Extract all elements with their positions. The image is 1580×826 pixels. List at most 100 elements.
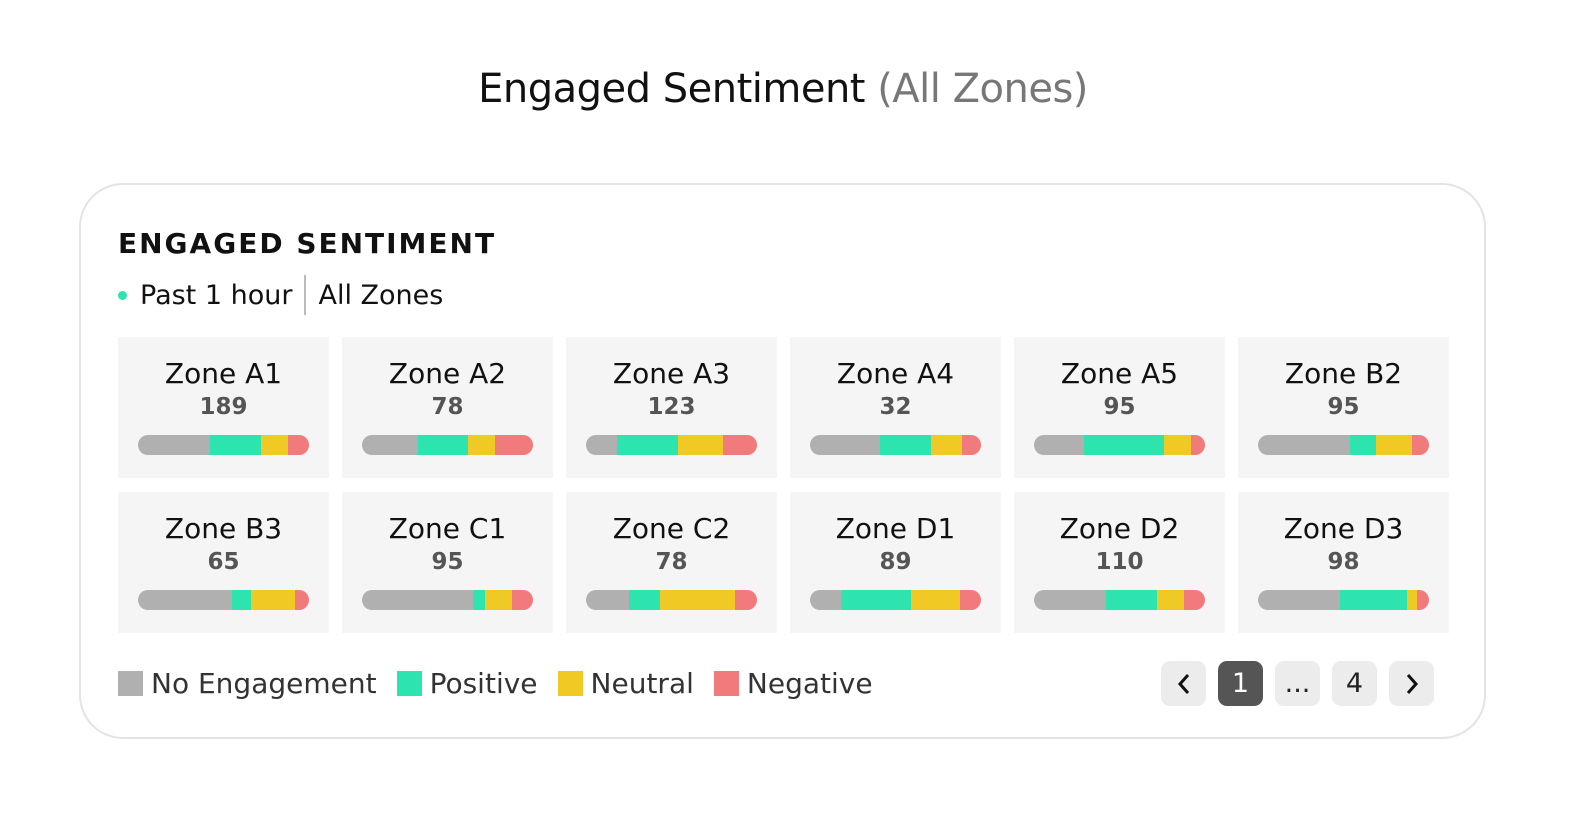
zone-count: 95: [1103, 394, 1136, 420]
zone-count: 78: [655, 549, 688, 575]
zone-name: Zone C1: [388, 512, 507, 545]
neutral-segment: [1375, 435, 1412, 455]
positive-segment: [1350, 435, 1376, 455]
next-page-button[interactable]: [1389, 661, 1434, 706]
zone-count: 110: [1095, 549, 1144, 575]
page-ellipsis: ...: [1275, 661, 1320, 706]
sentiment-bar: [1258, 435, 1429, 455]
legend-item-no-engagement: No Engagement: [118, 667, 377, 700]
zone-tile: Zone B3 65: [118, 492, 329, 633]
positive-segment: [628, 590, 660, 610]
prev-page-button[interactable]: [1161, 661, 1206, 706]
no-engagement-segment: [1258, 590, 1341, 610]
no-engagement-segment: [362, 590, 474, 610]
legend-item-positive: Positive: [396, 667, 538, 700]
title-subtitle: (All Zones): [877, 66, 1088, 112]
negative-segment: [288, 435, 309, 455]
zone-name: Zone A5: [1060, 357, 1179, 390]
positive-segment: [1083, 435, 1164, 455]
negative-segment: [1417, 590, 1429, 610]
no-engagement-segment: [138, 590, 233, 610]
negative-segment: [962, 435, 981, 455]
zone-name: Zone B3: [164, 512, 283, 545]
neutral-segment: [1157, 590, 1185, 610]
neutral-segment: [678, 435, 723, 455]
divider: [304, 275, 307, 315]
zone-name: Zone C2: [612, 512, 731, 545]
sentiment-bar: [138, 590, 309, 610]
zone-tile: Zone A2 78: [342, 337, 553, 478]
neutral-segment: [1163, 435, 1192, 455]
zone-count: 95: [431, 549, 464, 575]
positive-segment: [418, 435, 468, 455]
zone-tile: Zone A4 32: [790, 337, 1001, 478]
neutral-segment: [659, 590, 735, 610]
zone-count: 78: [431, 394, 464, 420]
no-engagement-segment: [810, 435, 881, 455]
neutral-segment: [250, 590, 296, 610]
zone-tile: Zone C2 78: [566, 492, 777, 633]
zone-tile: Zone C1 95: [342, 492, 553, 633]
sentiment-card: ENGAGED SENTIMENT Past 1 hour All Zones …: [79, 183, 1486, 739]
positive-segment: [1105, 590, 1158, 610]
no-engagement-segment: [586, 590, 629, 610]
positive-segment: [232, 590, 251, 610]
positive-segment: [880, 435, 932, 455]
zone-tile: Zone D2 110: [1014, 492, 1225, 633]
swatch-icon: [557, 671, 583, 696]
page-4-button[interactable]: 4: [1332, 661, 1377, 706]
legend-label: No Engagement: [151, 667, 377, 700]
no-engagement-segment: [1034, 435, 1084, 455]
zone-count: 89: [879, 549, 912, 575]
positive-segment: [209, 435, 262, 455]
zone-count: 98: [1327, 549, 1360, 575]
neutral-segment: [468, 435, 496, 455]
zone-name: Zone D1: [835, 512, 956, 545]
sentiment-bar: [1034, 435, 1205, 455]
page-1-button[interactable]: 1: [1218, 661, 1263, 706]
sentiment-bar: [586, 435, 757, 455]
zone-name: Zone A1: [164, 357, 283, 390]
no-engagement-segment: [586, 435, 617, 455]
sentiment-bar: [810, 590, 981, 610]
positive-segment: [473, 590, 486, 610]
negative-segment: [734, 590, 757, 610]
card-meta: Past 1 hour All Zones: [118, 275, 443, 315]
status-dot-icon: [118, 290, 127, 300]
negative-segment: [512, 590, 533, 610]
sentiment-bar: [1034, 590, 1205, 610]
legend-label: Neutral: [590, 667, 694, 700]
zone-tile: Zone A5 95: [1014, 337, 1225, 478]
legend: No Engagement Positive Neutral Negative: [118, 667, 893, 700]
card-heading: ENGAGED SENTIMENT: [118, 227, 497, 260]
scope-label: All Zones: [318, 279, 444, 311]
negative-segment: [1411, 435, 1429, 455]
legend-label: Positive: [429, 667, 538, 700]
pagination: 1 ... 4: [1161, 661, 1434, 706]
zone-name: Zone A2: [388, 357, 507, 390]
sentiment-bar: [362, 435, 533, 455]
zone-count: 95: [1327, 394, 1360, 420]
swatch-icon: [396, 671, 422, 696]
neutral-segment: [1406, 590, 1418, 610]
zone-name: Zone D3: [1283, 512, 1404, 545]
neutral-segment: [910, 590, 961, 610]
chevron-left-icon: [1177, 673, 1189, 694]
swatch-icon: [118, 671, 143, 696]
negative-segment: [960, 590, 981, 610]
zone-name: Zone D2: [1059, 512, 1180, 545]
swatch-icon: [713, 671, 739, 696]
positive-segment: [1340, 590, 1407, 610]
zone-name: Zone A3: [612, 357, 731, 390]
zone-count: 123: [647, 394, 696, 420]
neutral-segment: [261, 435, 289, 455]
no-engagement-segment: [810, 590, 841, 610]
zone-tile: Zone A1 189: [118, 337, 329, 478]
negative-segment: [1191, 435, 1205, 455]
no-engagement-segment: [138, 435, 210, 455]
zone-tile: Zone D3 98: [1238, 492, 1449, 633]
sentiment-bar: [586, 590, 757, 610]
negative-segment: [495, 435, 533, 455]
zone-name: Zone B2: [1284, 357, 1403, 390]
zone-tile: Zone A3 123: [566, 337, 777, 478]
